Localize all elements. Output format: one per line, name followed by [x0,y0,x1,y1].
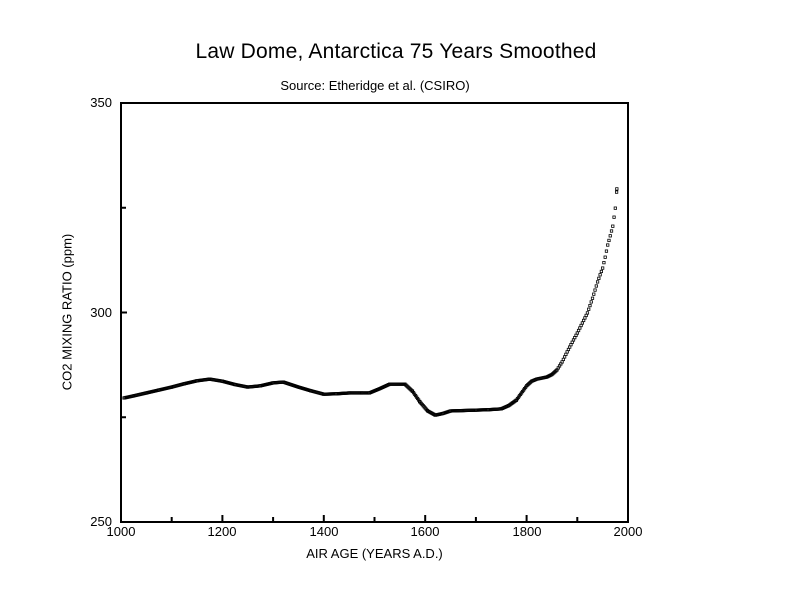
y-axis-label: CO2 MIXING RATIO (ppm) [59,233,75,391]
x-tick-label: 1600 [410,524,440,539]
x-tick-label: 1000 [106,524,136,539]
y-tick-label: 350 [90,95,112,110]
y-tick-label: 250 [90,514,112,529]
data-series [122,187,619,417]
y-tick-label: 300 [90,305,112,320]
plot-frame [120,102,629,523]
x-tick-label: 1800 [512,524,542,539]
chart-title: Law Dome, Antarctica 75 Years Smoothed [195,40,597,63]
x-tick-label: 1200 [207,524,237,539]
x-tick-label: 2000 [613,524,643,539]
x-axis-label: AIR AGE (YEARS A.D.) [306,546,443,561]
axis-ticks [120,102,629,523]
chart-subtitle: Source: Etheridge et al. (CSIRO) [280,78,470,93]
x-tick-label: 1400 [309,524,339,539]
